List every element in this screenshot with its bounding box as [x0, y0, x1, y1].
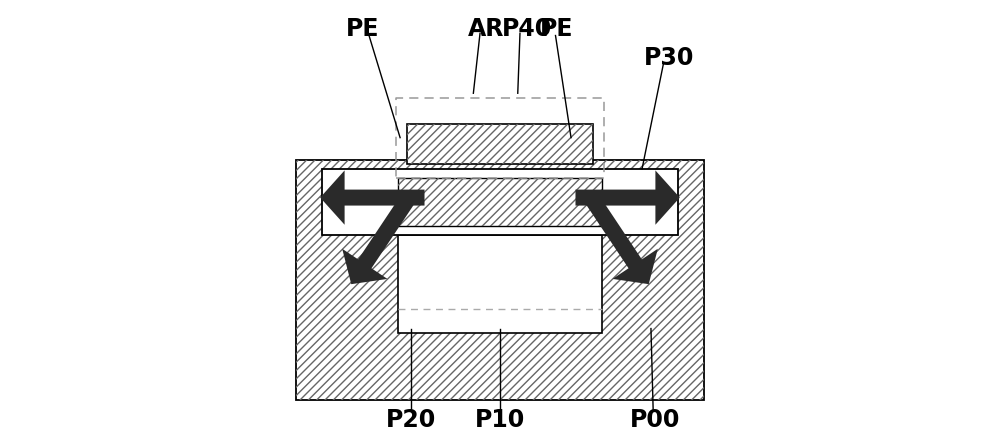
Text: PE: PE [346, 17, 379, 41]
Text: P30: P30 [644, 46, 694, 70]
Bar [398, 178, 602, 226]
Text: P00: P00 [630, 408, 681, 432]
Bar [296, 160, 704, 400]
Text: P10: P10 [475, 408, 525, 432]
Text: AR: AR [468, 17, 504, 41]
Polygon shape [575, 170, 680, 225]
Polygon shape [342, 193, 416, 284]
Text: P20: P20 [386, 408, 436, 432]
Polygon shape [584, 193, 658, 284]
Polygon shape [320, 170, 425, 225]
Bar [398, 235, 602, 333]
Text: PE: PE [540, 17, 574, 41]
Bar [322, 169, 678, 235]
Bar [407, 124, 593, 164]
Bar [407, 124, 593, 164]
Text: P40: P40 [502, 17, 552, 41]
Bar [398, 178, 602, 226]
Bar [296, 160, 704, 400]
